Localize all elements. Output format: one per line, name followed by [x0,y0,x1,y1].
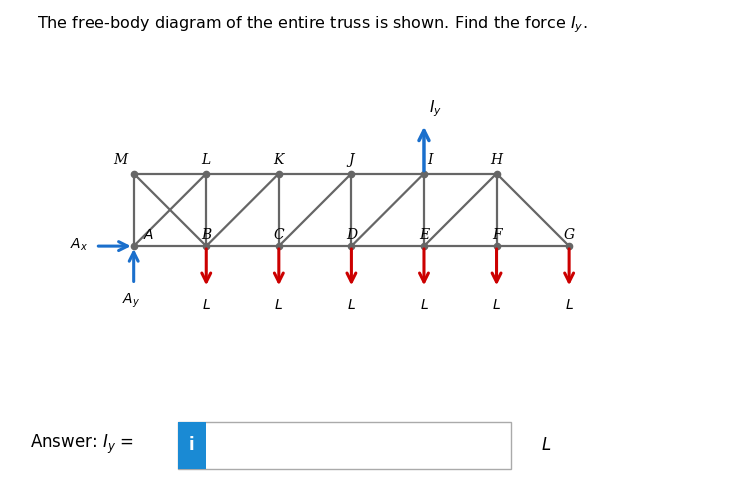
Text: $L$: $L$ [274,298,283,312]
Text: D: D [346,228,357,241]
Text: $A_y$: $A_y$ [122,292,140,310]
FancyBboxPatch shape [178,422,206,469]
Text: $A$: $A$ [143,228,154,241]
Text: $L$: $L$ [419,298,428,312]
Text: H: H [491,153,502,167]
Text: $L$: $L$ [541,437,551,454]
Text: C: C [273,228,284,241]
Text: G: G [564,228,575,241]
Text: J: J [348,153,354,167]
Text: Answer: $I_y$ =: Answer: $I_y$ = [30,433,133,456]
Text: $L$: $L$ [347,298,356,312]
FancyBboxPatch shape [178,422,511,469]
Text: $A_x$: $A_x$ [70,236,88,253]
Text: $I_y$: $I_y$ [429,99,442,119]
Text: F: F [492,228,502,241]
Text: $L$: $L$ [202,298,210,312]
Text: E: E [419,228,429,241]
Text: The free-body diagram of the entire truss is shown. Find the force $I_y$.: The free-body diagram of the entire trus… [37,14,588,35]
Text: i: i [189,436,195,455]
Text: K: K [273,153,284,167]
Text: M: M [113,153,128,167]
Text: L: L [202,153,211,167]
Text: $L$: $L$ [492,298,501,312]
Text: $L$: $L$ [565,298,574,312]
Text: I: I [428,153,433,167]
Text: B: B [201,228,211,241]
